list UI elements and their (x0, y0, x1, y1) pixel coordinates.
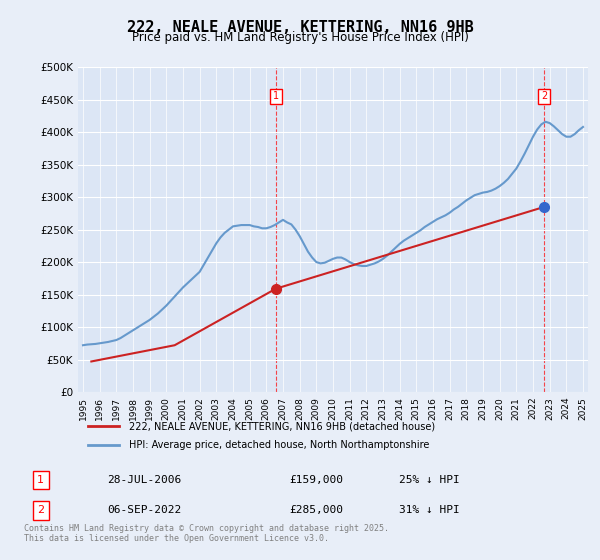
Text: 222, NEALE AVENUE, KETTERING, NN16 9HB (detached house): 222, NEALE AVENUE, KETTERING, NN16 9HB (… (129, 421, 435, 431)
Text: £159,000: £159,000 (289, 475, 343, 485)
Text: 222, NEALE AVENUE, KETTERING, NN16 9HB: 222, NEALE AVENUE, KETTERING, NN16 9HB (127, 20, 473, 35)
Text: HPI: Average price, detached house, North Northamptonshire: HPI: Average price, detached house, Nort… (129, 440, 430, 450)
Text: 31% ↓ HPI: 31% ↓ HPI (400, 505, 460, 515)
Text: Price paid vs. HM Land Registry's House Price Index (HPI): Price paid vs. HM Land Registry's House … (131, 31, 469, 44)
Text: 2: 2 (37, 505, 44, 515)
Text: 25% ↓ HPI: 25% ↓ HPI (400, 475, 460, 485)
Text: 28-JUL-2006: 28-JUL-2006 (107, 475, 181, 485)
Text: 06-SEP-2022: 06-SEP-2022 (107, 505, 181, 515)
Text: Contains HM Land Registry data © Crown copyright and database right 2025.
This d: Contains HM Land Registry data © Crown c… (24, 524, 389, 543)
Text: 1: 1 (273, 91, 279, 101)
Text: £285,000: £285,000 (289, 505, 343, 515)
Text: 2: 2 (541, 91, 547, 101)
Text: 1: 1 (37, 475, 44, 485)
